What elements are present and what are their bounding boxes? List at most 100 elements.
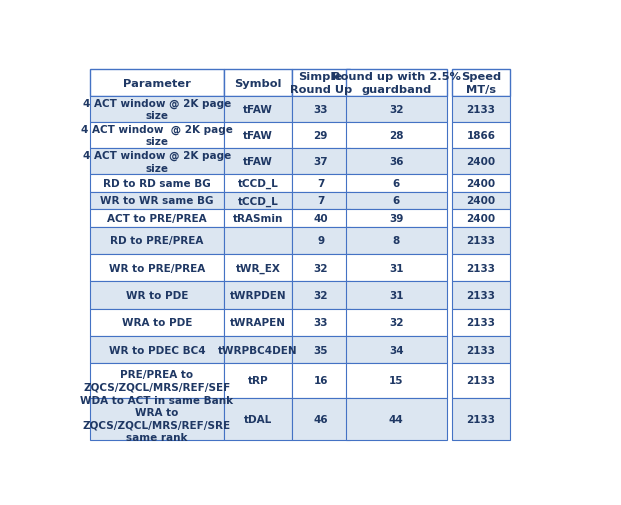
Text: tFAW: tFAW — [243, 105, 273, 115]
Text: 8: 8 — [392, 236, 400, 246]
Text: PRE/PREA to
ZQCS/ZQCL/MRS/REF/SEF: PRE/PREA to ZQCS/ZQCL/MRS/REF/SEF — [83, 370, 230, 392]
FancyBboxPatch shape — [89, 398, 224, 440]
FancyBboxPatch shape — [224, 255, 292, 282]
FancyBboxPatch shape — [89, 210, 224, 227]
Text: Symbol: Symbol — [234, 78, 282, 88]
Text: 32: 32 — [389, 105, 404, 115]
FancyBboxPatch shape — [89, 255, 224, 282]
FancyBboxPatch shape — [292, 210, 350, 227]
Text: 32: 32 — [389, 318, 404, 328]
FancyBboxPatch shape — [89, 192, 224, 210]
FancyBboxPatch shape — [224, 336, 292, 364]
Text: 31: 31 — [389, 290, 404, 300]
Text: tFAW: tFAW — [243, 131, 273, 141]
Text: RD to RD same BG: RD to RD same BG — [103, 179, 211, 189]
Text: 37: 37 — [314, 157, 328, 167]
Text: tWRPBC4DEN: tWRPBC4DEN — [219, 345, 298, 355]
FancyBboxPatch shape — [452, 227, 510, 255]
FancyBboxPatch shape — [224, 149, 292, 175]
Text: Parameter: Parameter — [123, 78, 191, 88]
FancyBboxPatch shape — [346, 336, 446, 364]
Text: tRASmin: tRASmin — [233, 214, 283, 224]
FancyBboxPatch shape — [292, 255, 350, 282]
FancyBboxPatch shape — [89, 175, 224, 192]
Text: WRA to PDE: WRA to PDE — [122, 318, 193, 328]
FancyBboxPatch shape — [89, 364, 224, 398]
Text: tCCD_L: tCCD_L — [238, 196, 278, 206]
Text: 32: 32 — [314, 290, 328, 300]
Text: 34: 34 — [389, 345, 404, 355]
Text: 2133: 2133 — [466, 263, 496, 273]
Text: 4 ACT window @ 2K page
size: 4 ACT window @ 2K page size — [83, 98, 231, 121]
FancyBboxPatch shape — [89, 149, 224, 175]
FancyBboxPatch shape — [452, 255, 510, 282]
Text: 33: 33 — [314, 105, 328, 115]
FancyBboxPatch shape — [292, 96, 350, 123]
FancyBboxPatch shape — [224, 282, 292, 309]
Text: tWRPDEN: tWRPDEN — [230, 290, 286, 300]
Text: 7: 7 — [317, 179, 324, 189]
Text: 29: 29 — [314, 131, 328, 141]
Text: 2400: 2400 — [466, 214, 496, 224]
Text: 2400: 2400 — [466, 179, 496, 189]
FancyBboxPatch shape — [346, 255, 446, 282]
FancyBboxPatch shape — [224, 309, 292, 336]
FancyBboxPatch shape — [452, 123, 510, 149]
FancyBboxPatch shape — [292, 149, 350, 175]
FancyBboxPatch shape — [452, 192, 510, 210]
FancyBboxPatch shape — [346, 309, 446, 336]
FancyBboxPatch shape — [224, 210, 292, 227]
FancyBboxPatch shape — [292, 336, 350, 364]
FancyBboxPatch shape — [346, 175, 446, 192]
Text: 44: 44 — [389, 414, 404, 424]
FancyBboxPatch shape — [292, 364, 350, 398]
Text: tDAL: tDAL — [244, 414, 272, 424]
FancyBboxPatch shape — [452, 398, 510, 440]
FancyBboxPatch shape — [292, 282, 350, 309]
FancyBboxPatch shape — [292, 227, 350, 255]
FancyBboxPatch shape — [346, 210, 446, 227]
FancyBboxPatch shape — [224, 227, 292, 255]
FancyBboxPatch shape — [89, 96, 224, 123]
Text: WR to WR same BG: WR to WR same BG — [100, 196, 214, 206]
Text: 40: 40 — [314, 214, 328, 224]
FancyBboxPatch shape — [452, 175, 510, 192]
Text: 7: 7 — [317, 196, 324, 206]
Text: WR to PDEC BC4: WR to PDEC BC4 — [109, 345, 206, 355]
Text: 4 ACT window @ 2K page
size: 4 ACT window @ 2K page size — [83, 150, 231, 173]
FancyBboxPatch shape — [346, 149, 446, 175]
FancyBboxPatch shape — [224, 398, 292, 440]
FancyBboxPatch shape — [346, 282, 446, 309]
FancyBboxPatch shape — [89, 123, 224, 149]
Text: 2400: 2400 — [466, 196, 496, 206]
Text: 1866: 1866 — [466, 131, 496, 141]
Text: WR to PRE/PREA: WR to PRE/PREA — [109, 263, 205, 273]
FancyBboxPatch shape — [346, 364, 446, 398]
FancyBboxPatch shape — [292, 175, 350, 192]
FancyBboxPatch shape — [346, 123, 446, 149]
Text: tWR_EX: tWR_EX — [235, 263, 281, 273]
Text: 9: 9 — [317, 236, 324, 246]
Text: 2133: 2133 — [466, 376, 496, 386]
FancyBboxPatch shape — [452, 210, 510, 227]
Text: WDA to ACT in same Bank
WRA to
ZQCS/ZQCL/MRS/REF/SRE
same rank: WDA to ACT in same Bank WRA to ZQCS/ZQCL… — [81, 395, 233, 442]
FancyBboxPatch shape — [292, 192, 350, 210]
Text: WR to PDE: WR to PDE — [126, 290, 188, 300]
FancyBboxPatch shape — [224, 175, 292, 192]
Text: Speed
MT/s: Speed MT/s — [461, 72, 501, 94]
FancyBboxPatch shape — [346, 227, 446, 255]
Text: tRP: tRP — [248, 376, 268, 386]
FancyBboxPatch shape — [89, 227, 224, 255]
FancyBboxPatch shape — [292, 309, 350, 336]
Text: 2133: 2133 — [466, 318, 496, 328]
Text: 2400: 2400 — [466, 157, 496, 167]
FancyBboxPatch shape — [224, 70, 292, 96]
Text: 32: 32 — [314, 263, 328, 273]
FancyBboxPatch shape — [89, 70, 224, 96]
Text: ACT to PRE/PREA: ACT to PRE/PREA — [107, 214, 207, 224]
FancyBboxPatch shape — [292, 123, 350, 149]
Text: Simple
Round Up: Simple Round Up — [289, 72, 351, 94]
Text: 2133: 2133 — [466, 345, 496, 355]
Text: 46: 46 — [314, 414, 328, 424]
Text: 2133: 2133 — [466, 290, 496, 300]
